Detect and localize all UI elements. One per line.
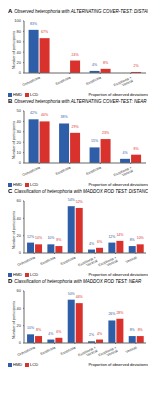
svg-text:100: 100 [14, 18, 21, 23]
svg-text:60: 60 [17, 288, 22, 293]
svg-text:Number of participants: Number of participants [12, 211, 16, 249]
svg-text:4%: 4% [123, 151, 128, 155]
svg-text:10%: 10% [27, 326, 34, 330]
svg-text:83%: 83% [30, 22, 37, 26]
svg-text:40%: 40% [41, 113, 48, 117]
svg-text:Esophoria +Vertical: Esophoria +Vertical [78, 346, 99, 361]
svg-text:6%: 6% [56, 330, 61, 334]
svg-text:0: 0 [19, 340, 22, 345]
html-text:LCD: LCD [30, 272, 39, 277]
svg-text:Esophoria +Vertical: Esophoria +Vertical [78, 256, 99, 271]
svg-text:8%: 8% [56, 238, 61, 242]
svg-text:40: 40 [17, 119, 22, 124]
svg-text:12%: 12% [108, 235, 115, 239]
svg-text:20: 20 [17, 233, 22, 238]
svg-text:Number of participants: Number of participants [12, 121, 16, 159]
svg-text:Exophoria: Exophoria [60, 346, 76, 356]
html-text:Proportion of observed deviati: Proportion of observed deviations [88, 92, 148, 97]
svg-text:8%: 8% [103, 61, 108, 65]
svg-text:8%: 8% [130, 238, 135, 242]
svg-text:80: 80 [17, 29, 22, 34]
svg-text:15%: 15% [91, 139, 98, 143]
html-text:Proportion of observed deviati: Proportion of observed deviations [88, 272, 148, 277]
svg-text:52%: 52% [76, 200, 83, 204]
svg-text:42%: 42% [30, 111, 37, 115]
svg-text:14%: 14% [116, 233, 123, 237]
svg-text:Number of participants: Number of participants [12, 301, 16, 339]
html-text:D Classification of heterophor: D Classification of heterophoria with MA… [8, 278, 142, 284]
html-text:Proportion of observed deviati: Proportion of observed deviations [88, 182, 148, 187]
svg-text:12%: 12% [27, 235, 34, 239]
svg-text:10%: 10% [47, 236, 54, 240]
svg-text:0: 0 [19, 160, 22, 165]
svg-text:8%: 8% [130, 328, 135, 332]
svg-text:10%: 10% [35, 236, 42, 240]
svg-text:26%: 26% [108, 312, 115, 316]
svg-text:Vertical: Vertical [125, 346, 138, 355]
svg-text:Esophoria: Esophoria [40, 346, 56, 356]
html-text:C Classification of heterophor: C Classification of heterophoria with MA… [8, 188, 152, 194]
svg-text:4%: 4% [48, 332, 53, 336]
svg-text:60: 60 [17, 39, 22, 44]
svg-text:2%: 2% [134, 64, 139, 68]
svg-text:60: 60 [17, 198, 22, 203]
svg-text:0: 0 [19, 250, 22, 255]
svg-text:54%: 54% [68, 198, 75, 202]
svg-text:Exophoria: Exophoria [60, 256, 76, 266]
svg-text:40: 40 [17, 216, 22, 221]
html-text:HMD: HMD [13, 92, 23, 97]
svg-text:20: 20 [17, 323, 22, 328]
html-text:LCD: LCD [30, 362, 39, 367]
svg-text:Orthophoria: Orthophoria [17, 256, 36, 268]
html-text:HMD: HMD [13, 362, 23, 367]
svg-text:4%: 4% [89, 242, 94, 246]
svg-text:20: 20 [17, 140, 22, 145]
svg-text:30: 30 [17, 129, 22, 134]
svg-text:40: 40 [17, 306, 22, 311]
html-text:B Observed heterophoria with A: B Observed heterophoria with ALTERNATING… [8, 98, 147, 104]
svg-text:29%: 29% [72, 125, 79, 129]
svg-text:28%: 28% [116, 311, 123, 315]
svg-text:Orthophoria: Orthophoria [22, 76, 41, 88]
svg-text:4%: 4% [97, 332, 102, 336]
svg-text:Esophoria: Esophoria [55, 166, 71, 176]
svg-text:Vertical: Vertical [125, 256, 138, 265]
svg-text:10: 10 [17, 150, 22, 155]
svg-text:Exophoria +Vertical: Exophoria +Vertical [98, 256, 119, 271]
svg-text:Exophoria +Vertical: Exophoria +Vertical [113, 166, 134, 181]
svg-text:8%: 8% [134, 147, 139, 151]
html-text:LCD: LCD [30, 92, 39, 97]
svg-text:10%: 10% [137, 236, 144, 240]
html-text:LCD: LCD [30, 182, 39, 187]
svg-text:6%: 6% [97, 240, 102, 244]
html-text:A Observed heterophoria with A: A Observed heterophoria with ALTERNATING… [8, 8, 156, 14]
svg-text:Exophoria +Vertical: Exophoria +Vertical [98, 346, 119, 361]
svg-text:4%: 4% [92, 63, 97, 67]
html-text:HMD: HMD [13, 182, 23, 187]
svg-text:38%: 38% [61, 115, 68, 119]
svg-text:23%: 23% [102, 131, 109, 135]
svg-text:46%: 46% [76, 295, 83, 299]
svg-text:Exophoria: Exophoria [85, 166, 101, 176]
html-text:HMD: HMD [13, 272, 23, 277]
svg-text:20: 20 [17, 60, 22, 65]
svg-text:Esophoria: Esophoria [55, 76, 71, 86]
svg-text:Orthophoria: Orthophoria [17, 346, 36, 358]
svg-text:2%: 2% [89, 333, 94, 337]
svg-text:Exophoria: Exophoria [85, 76, 101, 86]
svg-text:Esophoria: Esophoria [40, 256, 56, 266]
svg-text:Orthophoria: Orthophoria [22, 166, 41, 178]
svg-text:0: 0 [19, 70, 22, 75]
svg-text:50: 50 [17, 108, 22, 113]
svg-text:67%: 67% [41, 30, 48, 34]
svg-text:Exophoria +Vertical: Exophoria +Vertical [113, 76, 134, 91]
svg-text:8%: 8% [138, 328, 143, 332]
svg-text:Number of participants: Number of participants [12, 31, 16, 69]
svg-text:50%: 50% [68, 292, 75, 296]
svg-text:24%: 24% [72, 53, 79, 57]
svg-text:8%: 8% [36, 328, 41, 332]
svg-text:40: 40 [17, 50, 22, 55]
html-text:Proportion of observed deviati: Proportion of observed deviations [88, 362, 148, 367]
